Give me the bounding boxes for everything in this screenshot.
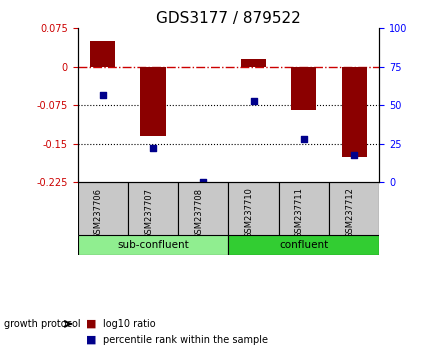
Text: percentile rank within the sample: percentile rank within the sample (103, 335, 268, 345)
Bar (140, 67, 165, 136)
Bar (341, 67, 366, 156)
FancyBboxPatch shape (77, 235, 228, 255)
Bar (291, 67, 316, 110)
FancyBboxPatch shape (228, 182, 278, 235)
Text: GSM237708: GSM237708 (194, 188, 203, 239)
Point (149, 145, 156, 151)
FancyBboxPatch shape (278, 182, 328, 235)
FancyBboxPatch shape (178, 182, 228, 235)
Point (200, 179, 206, 185)
Text: confluent: confluent (279, 240, 328, 250)
FancyBboxPatch shape (128, 182, 178, 235)
Bar (240, 59, 265, 67)
Text: GSM237711: GSM237711 (294, 188, 303, 239)
Text: ■: ■ (86, 335, 96, 345)
FancyBboxPatch shape (228, 235, 378, 255)
Text: GSM237712: GSM237712 (344, 188, 353, 239)
Text: log10 ratio: log10 ratio (103, 319, 156, 329)
Text: ■: ■ (86, 319, 96, 329)
Text: growth protocol: growth protocol (4, 319, 81, 329)
FancyBboxPatch shape (328, 182, 378, 235)
Point (300, 136, 307, 142)
Text: GSM237706: GSM237706 (93, 188, 102, 239)
Point (99, 92, 106, 97)
Text: sub-confluent: sub-confluent (117, 240, 188, 250)
Bar (90, 41, 115, 67)
Point (249, 98, 256, 103)
Point (350, 152, 357, 158)
FancyBboxPatch shape (77, 182, 128, 235)
Text: GSM237710: GSM237710 (244, 188, 253, 239)
Title: GDS3177 / 879522: GDS3177 / 879522 (156, 11, 300, 26)
Text: GSM237707: GSM237707 (144, 188, 153, 239)
